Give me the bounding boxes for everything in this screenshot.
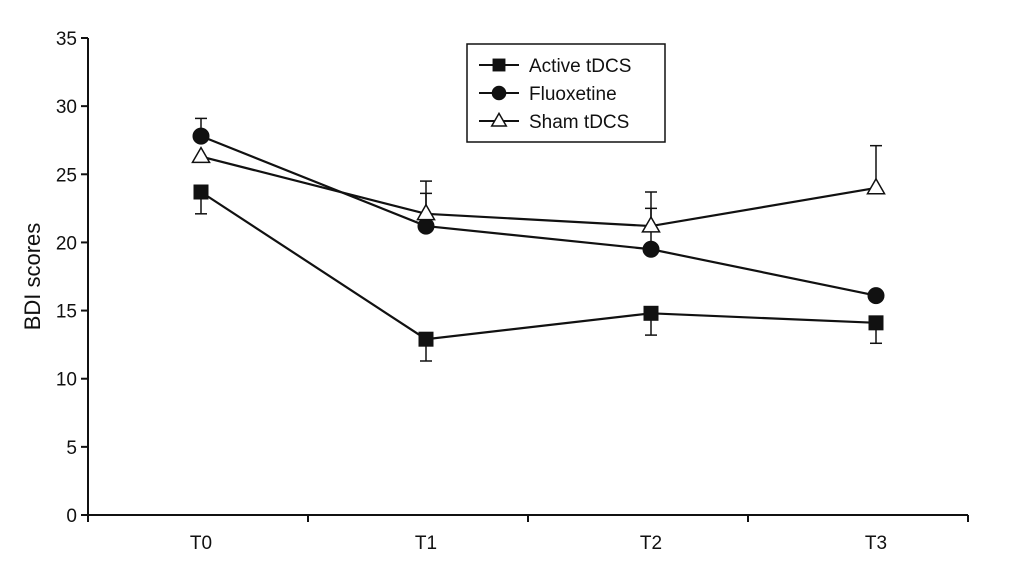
data-point-sham-tdcs xyxy=(416,203,436,221)
y-tick-label: 35 xyxy=(56,29,77,50)
data-point-fluoxetine xyxy=(417,217,435,235)
data-point-active-tdcs xyxy=(868,315,884,331)
series-line-fluoxetine xyxy=(200,135,877,297)
y-tick-label: 15 xyxy=(56,302,77,323)
legend-label-active-tdcs: Active tDCS xyxy=(529,56,631,77)
y-axis-title: BDI scores xyxy=(20,223,45,331)
y-tick-label: 5 xyxy=(66,438,77,459)
y-tick-label: 20 xyxy=(56,233,77,254)
data-point-active-tdcs xyxy=(193,184,209,200)
y-tick-label: 25 xyxy=(56,165,77,186)
x-tick-label: T3 xyxy=(865,533,887,554)
series-fluoxetine xyxy=(192,117,885,305)
legend-label-fluoxetine: Fluoxetine xyxy=(529,84,617,105)
axes: 0 5 10 15 20 25 30 35 T0 T1 T2 T3 BDI scores xyxy=(20,29,969,554)
legend: Active tDCS Fluoxetine Sham tDCS xyxy=(466,43,666,143)
y-tick-label: 10 xyxy=(56,370,77,391)
y-tick-label: 30 xyxy=(56,97,77,118)
series-sham-tdcs xyxy=(191,144,886,233)
data-point-active-tdcs xyxy=(643,305,659,321)
series-line-sham-tdcs xyxy=(200,155,877,228)
x-tick-label: T2 xyxy=(640,533,662,554)
legend-label-sham-tdcs: Sham tDCS xyxy=(529,112,629,133)
data-point-fluoxetine xyxy=(867,287,885,305)
data-point-fluoxetine xyxy=(642,240,660,258)
data-point-fluoxetine xyxy=(192,127,210,145)
legend-marker-active-tdcs xyxy=(492,58,506,72)
series-line-active-tdcs xyxy=(200,191,877,341)
data-point-sham-tdcs xyxy=(641,215,661,233)
series-active-tdcs xyxy=(193,184,884,362)
y-tick-label: 0 xyxy=(66,506,77,527)
data-point-sham-tdcs xyxy=(866,177,886,195)
plot-area xyxy=(191,117,886,362)
x-tick-label: T1 xyxy=(415,533,437,554)
x-tick-label: T0 xyxy=(190,533,212,554)
data-point-active-tdcs xyxy=(418,331,434,347)
legend-marker-fluoxetine xyxy=(491,85,507,101)
legend-marker-sham-tdcs xyxy=(490,111,508,127)
data-point-sham-tdcs xyxy=(191,146,211,164)
